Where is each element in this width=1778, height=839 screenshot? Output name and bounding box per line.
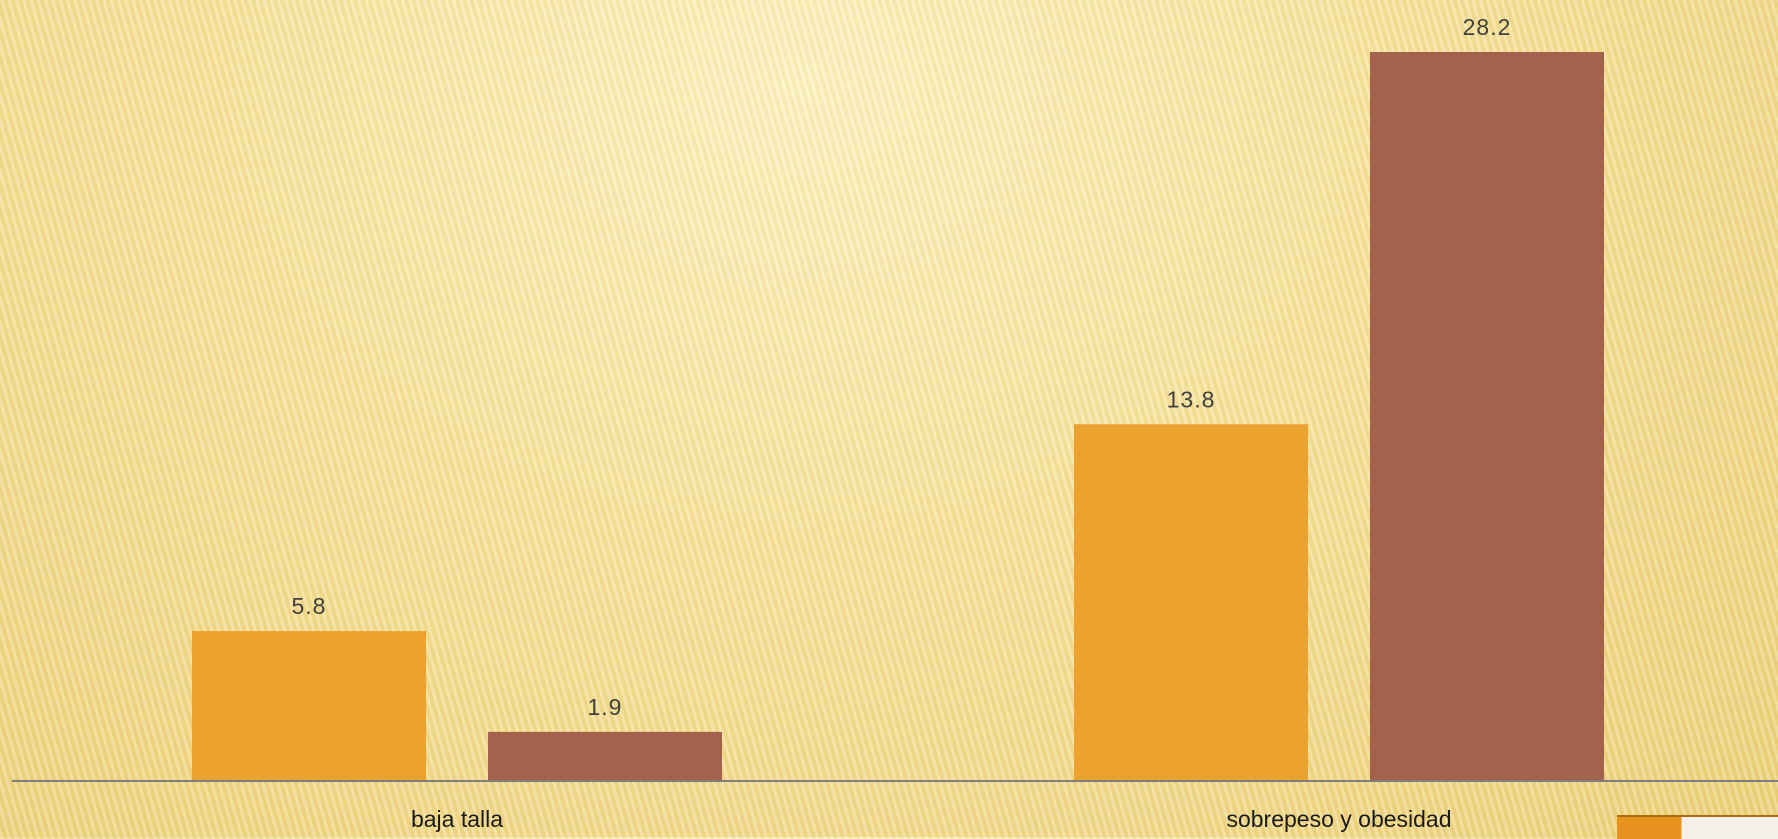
logo <box>1617 815 1778 839</box>
bar-1-series-2 <box>488 731 722 781</box>
bar-2-series-1 <box>1074 424 1308 781</box>
data-label-2-series-2: 28.2 <box>1463 14 1512 40</box>
data-label-1-series-2: 1.9 <box>588 694 623 720</box>
bars-layer <box>192 52 1604 781</box>
data-label-2-series-1: 13.8 <box>1167 386 1216 412</box>
category-label-1: baja talla <box>411 806 503 832</box>
bar-1-series-1 <box>192 631 426 781</box>
category-labels-layer: baja talla sobrepeso y obesidad <box>411 806 1452 832</box>
bar-2-series-2 <box>1370 52 1604 781</box>
category-label-2: sobrepeso y obesidad <box>1226 806 1451 832</box>
data-label-1-series-1: 5.8 <box>292 593 327 619</box>
value-labels-layer: 5.8 1.9 13.8 28.2 <box>292 14 1512 720</box>
